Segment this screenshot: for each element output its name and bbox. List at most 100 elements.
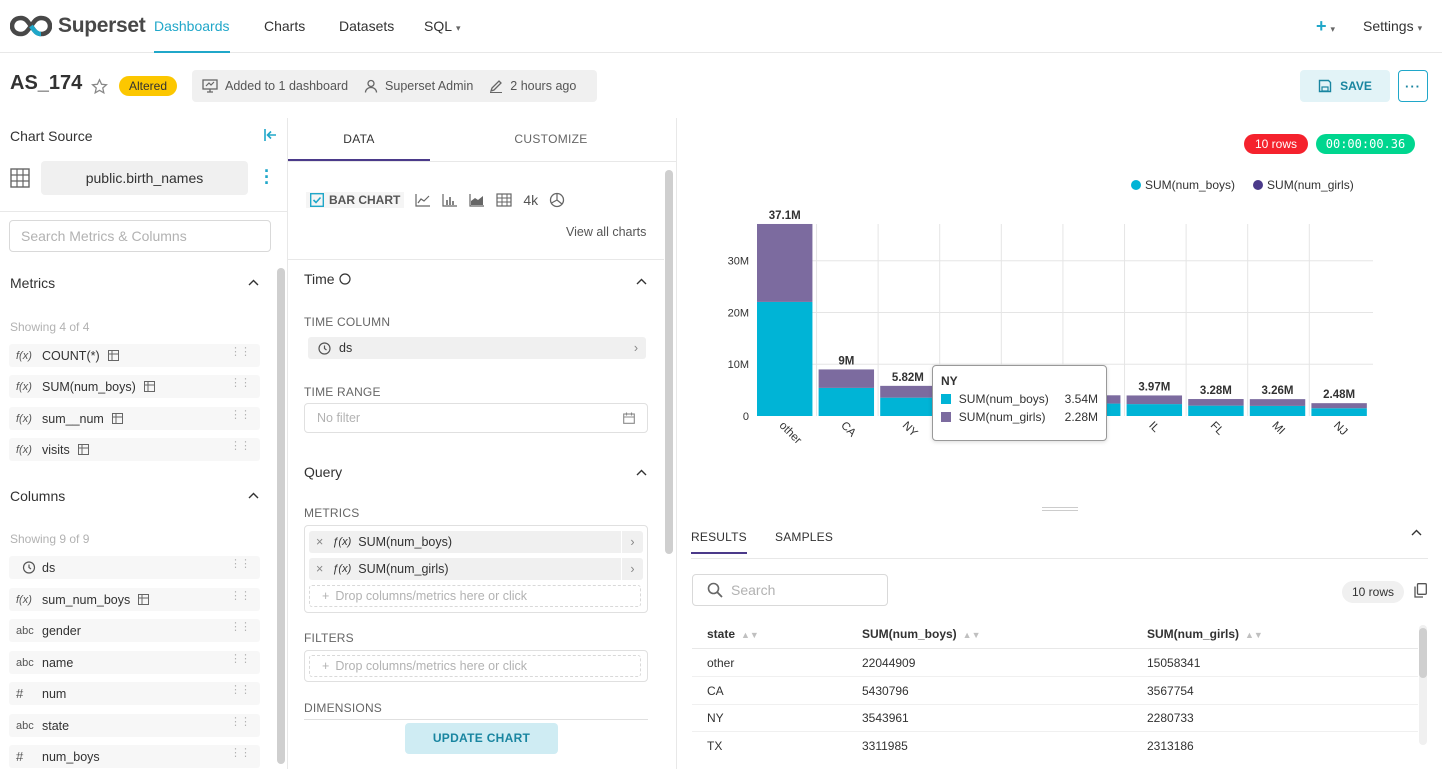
column-item[interactable]: # num_boys ⋮⋮ xyxy=(9,745,260,768)
tab-results[interactable]: RESULTS xyxy=(691,530,747,554)
drag-handle-icon[interactable]: ⋮⋮ xyxy=(230,558,251,570)
drag-handle-icon[interactable]: ⋮⋮ xyxy=(230,747,251,759)
metrics-columns-search-input[interactable]: Search Metrics & Columns xyxy=(9,220,271,252)
column-item[interactable]: abc gender ⋮⋮ xyxy=(9,619,260,642)
new-item-button[interactable]: + ▾ xyxy=(1316,0,1335,53)
altered-badge[interactable]: Altered xyxy=(119,76,178,96)
controls-scrollbar[interactable] xyxy=(665,170,673,554)
nav-dashboards[interactable]: Dashboards xyxy=(154,0,230,53)
drag-handle-icon[interactable]: ⋮⋮ xyxy=(230,590,251,602)
datasource-menu-icon[interactable]: · · · xyxy=(264,161,270,193)
drag-handle-icon[interactable]: ⋮⋮ xyxy=(230,684,251,696)
drag-handle-icon[interactable]: ⋮⋮ xyxy=(230,377,251,389)
drag-handle-icon[interactable]: ⋮⋮ xyxy=(230,653,251,665)
metrics-section-title[interactable]: Metrics xyxy=(10,275,56,291)
bar-segment[interactable] xyxy=(818,369,875,388)
time-column-pill[interactable]: ds › xyxy=(308,337,646,359)
drag-handle-icon[interactable]: ⋮⋮ xyxy=(230,716,251,728)
settings-menu[interactable]: Settings ▾ xyxy=(1363,0,1422,53)
bar-segment[interactable] xyxy=(1249,399,1306,406)
legend-item-girls[interactable]: SUM(num_girls) xyxy=(1253,178,1354,192)
bar-segment[interactable] xyxy=(880,385,936,398)
bar-segment[interactable] xyxy=(818,387,875,416)
bar-chart-icon[interactable] xyxy=(442,193,458,207)
bar-segment[interactable] xyxy=(1311,403,1367,409)
star-icon[interactable] xyxy=(91,78,108,95)
nav-datasets[interactable]: Datasets xyxy=(339,18,395,34)
column-item[interactable]: abc name ⋮⋮ xyxy=(9,651,260,674)
datasource-name[interactable]: public.birth_names xyxy=(41,161,248,195)
nav-sql[interactable]: SQL ▾ xyxy=(424,0,461,53)
table-scrollbar[interactable] xyxy=(1419,625,1427,745)
filters-control[interactable]: + Drop columns/metrics here or click xyxy=(304,650,648,682)
bar-segment[interactable] xyxy=(1249,405,1306,416)
metric-item[interactable]: f(x) visits ⋮⋮ xyxy=(9,438,260,461)
drag-handle-icon[interactable]: ⋮⋮ xyxy=(230,409,251,421)
chevron-up-icon[interactable] xyxy=(636,278,647,285)
filters-drop-zone[interactable]: + Drop columns/metrics here or click xyxy=(309,655,641,677)
column-item[interactable]: ds ⋮⋮ xyxy=(9,556,260,579)
area-chart-icon[interactable] xyxy=(469,193,485,207)
drag-handle-icon[interactable]: ⋮⋮ xyxy=(230,346,251,358)
pie-chart-icon[interactable] xyxy=(549,192,565,208)
bar-segment[interactable] xyxy=(757,223,813,302)
dimensions-control[interactable] xyxy=(304,719,648,720)
chevron-up-icon[interactable] xyxy=(248,492,259,499)
time-section-title[interactable]: Time xyxy=(304,271,351,287)
chevron-up-icon[interactable] xyxy=(1411,529,1422,536)
table-chart-icon[interactable] xyxy=(496,193,512,207)
tab-data[interactable]: DATA xyxy=(288,118,430,161)
bar-segment[interactable] xyxy=(1126,404,1183,416)
close-icon[interactable]: × xyxy=(316,562,324,576)
view-all-charts-link[interactable]: View all charts xyxy=(566,225,647,239)
added-to-dashboard[interactable]: Added to 1 dashboard xyxy=(202,79,348,93)
brand-logo[interactable]: Superset xyxy=(10,13,146,39)
bar-segment[interactable] xyxy=(880,397,936,416)
column-item[interactable]: f(x) sum_num_boys ⋮⋮ xyxy=(9,588,260,611)
metric-pill[interactable]: × ƒ(x) SUM(num_girls) › xyxy=(309,558,643,580)
bar-segment[interactable] xyxy=(757,301,813,416)
drag-handle-icon[interactable]: ⋮⋮ xyxy=(230,440,251,452)
query-section-title[interactable]: Query xyxy=(304,464,343,480)
metrics-drop-zone[interactable]: + Drop columns/metrics here or click xyxy=(309,585,641,607)
bar-segment[interactable] xyxy=(1188,399,1244,406)
column-item[interactable]: abc state ⋮⋮ xyxy=(9,714,260,737)
datasource-scrollbar[interactable] xyxy=(277,268,285,764)
line-chart-icon[interactable] xyxy=(415,193,431,207)
info-circle-icon[interactable] xyxy=(338,273,351,285)
bar-segment[interactable] xyxy=(1188,405,1244,416)
more-options-button[interactable]: ··· xyxy=(1398,70,1428,102)
collapse-panel-icon[interactable] xyxy=(264,129,277,141)
column-header-boys[interactable]: SUM(num_boys) ▲▼ xyxy=(862,627,981,641)
drag-handle-icon[interactable]: ⋮⋮ xyxy=(230,621,251,633)
metric-pill[interactable]: × ƒ(x) SUM(num_boys) › xyxy=(309,531,643,553)
chevron-up-icon[interactable] xyxy=(248,279,259,286)
results-search-input[interactable]: Search xyxy=(692,574,888,606)
tab-customize[interactable]: CUSTOMIZE xyxy=(514,132,588,146)
column-item[interactable]: # num ⋮⋮ xyxy=(9,682,260,705)
resize-handle[interactable] xyxy=(1042,507,1078,511)
table-scrollbar-thumb[interactable] xyxy=(1419,628,1427,678)
big-number-icon[interactable]: 4k xyxy=(523,192,539,208)
viz-type-selected[interactable]: BAR CHART xyxy=(306,192,405,208)
time-range-control[interactable]: No filter xyxy=(304,403,648,433)
time-column-control[interactable]: ds › xyxy=(304,334,648,364)
chevron-up-icon[interactable] xyxy=(636,469,647,476)
chevron-right-icon[interactable]: › xyxy=(621,531,643,553)
metrics-control[interactable]: × ƒ(x) SUM(num_boys) › × ƒ(x) SUM(num_gi… xyxy=(304,525,648,613)
save-button[interactable]: SAVE xyxy=(1300,70,1390,102)
bar-segment[interactable] xyxy=(1311,408,1367,416)
metric-item[interactable]: f(x) sum__num ⋮⋮ xyxy=(9,407,260,430)
column-header-state[interactable]: state ▲▼ xyxy=(707,627,759,641)
columns-section-title[interactable]: Columns xyxy=(10,488,66,504)
metric-item[interactable]: f(x) COUNT(*) ⋮⋮ xyxy=(9,344,260,367)
tab-samples[interactable]: SAMPLES xyxy=(775,530,834,544)
nav-charts[interactable]: Charts xyxy=(264,18,306,34)
close-icon[interactable]: × xyxy=(316,535,324,549)
bar-segment[interactable] xyxy=(1126,395,1183,405)
legend-item-boys[interactable]: SUM(num_boys) xyxy=(1131,178,1235,192)
copy-icon[interactable] xyxy=(1414,583,1427,598)
chart-title[interactable]: AS_174 xyxy=(10,72,83,94)
chevron-right-icon[interactable]: › xyxy=(621,558,643,580)
column-header-girls[interactable]: SUM(num_girls) ▲▼ xyxy=(1147,627,1263,641)
